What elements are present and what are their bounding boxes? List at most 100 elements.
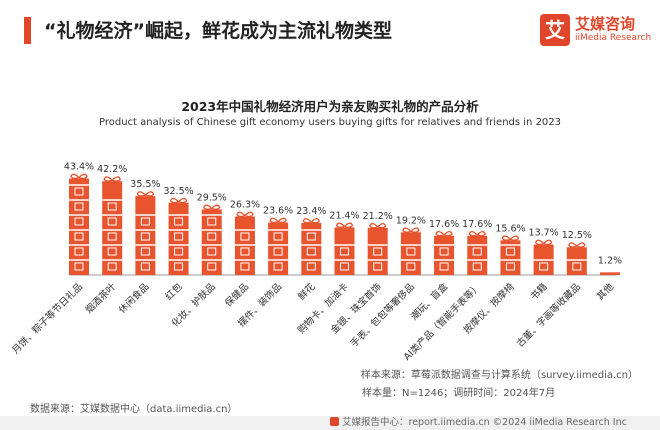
sample-source-note: 样本来源：草莓派数据调查与计算系统（survey.iimedia.cn） — [360, 370, 638, 381]
value-label: 21.2% — [363, 211, 393, 222]
gift-bow — [203, 204, 221, 210]
page-title: “礼物经济”崛起，鲜花成为主流礼物类型 — [44, 20, 392, 42]
footer-label: 艾媒报告中心：report.iimedia.cn ©2024 iiMedia R… — [342, 417, 627, 428]
bar-fill — [135, 196, 156, 275]
footer-logo-icon — [330, 417, 339, 426]
value-label: 43.4% — [64, 162, 94, 173]
bar-4 — [168, 197, 189, 275]
bar-10 — [367, 222, 388, 275]
gift-box-ribbon — [472, 247, 482, 256]
gift-bow — [534, 239, 553, 246]
gift-box-ribbon — [107, 232, 117, 241]
bar-fill — [201, 209, 222, 275]
bar-9 — [334, 222, 355, 275]
bar-fill — [600, 272, 620, 275]
chart-title: 2023年中国礼物经济用户为亲友购买礼物的产品分析 — [181, 99, 479, 114]
gift-box-ribbon — [273, 232, 283, 241]
bar-12 — [434, 230, 455, 275]
gift-box-ribbon — [240, 232, 250, 241]
sample-info-note: 样本量：N=1246；调研时间：2024年7月 — [362, 388, 556, 399]
gift-box-ribbon — [306, 232, 316, 241]
logo-name-en: iiMedia Research — [575, 33, 652, 43]
gift-box-ribbon — [539, 262, 549, 271]
bar-fill — [69, 178, 89, 275]
gift-box-ribbon — [273, 262, 283, 271]
gift-bow — [402, 227, 420, 233]
value-label: 42.2% — [97, 164, 127, 175]
bar-15 — [533, 239, 554, 275]
gift-box-ribbon — [406, 262, 416, 271]
value-label: 21.4% — [329, 210, 359, 221]
bar-11 — [400, 227, 421, 275]
value-label: 35.5% — [130, 179, 160, 190]
category-label: 手表、包包等奢侈品 — [348, 281, 417, 350]
gift-box-ribbon — [240, 247, 250, 256]
gift-box-ribbon — [74, 232, 84, 241]
bar-fill — [102, 181, 123, 275]
gift-box-ribbon — [140, 232, 150, 241]
gift-box-ribbon — [505, 262, 515, 271]
gift-box-ribbon — [373, 247, 383, 256]
bar-17 — [600, 272, 620, 275]
gift-box-ribbon — [207, 247, 217, 256]
bar-16 — [566, 242, 587, 275]
gift-bow — [103, 176, 121, 182]
value-label: 12.5% — [562, 230, 592, 241]
bar-5 — [201, 204, 222, 275]
gift-box-ribbon — [74, 202, 84, 211]
chart-subtitle: Product analysis of Chinese gift economy… — [98, 117, 562, 128]
category-label: 书籍 — [528, 281, 550, 303]
bar-fill — [566, 247, 587, 275]
bar-14 — [500, 235, 521, 275]
gift-box-ribbon — [174, 262, 184, 271]
bar-7 — [268, 217, 289, 275]
category-label: 月饼、粽子等节日礼品 — [9, 281, 85, 357]
gift-bow — [269, 217, 287, 224]
gift-box-ribbon — [207, 262, 217, 271]
gift-box-ribbon — [406, 247, 416, 256]
category-label: 烟酒茶叶 — [83, 280, 119, 316]
gift-box-ribbon — [174, 247, 184, 256]
gift-bow — [70, 173, 88, 180]
gift-box-ribbon — [107, 262, 117, 271]
bar-fill — [334, 227, 355, 275]
gift-box-ribbon — [306, 262, 316, 271]
gift-box-ribbon — [107, 247, 117, 256]
brand-logo: 艾 艾媒咨询 iiMedia Research — [540, 12, 652, 52]
gift-box-ribbon — [439, 247, 449, 256]
gift-box-ribbon — [340, 262, 349, 271]
bar-8 — [301, 218, 322, 275]
category-label: 其他 — [594, 280, 616, 302]
data-source-note: 数据来源：艾媒数据中心（data.iimedia.cn） — [30, 404, 238, 415]
bar-fill — [500, 240, 521, 275]
category-label: 休闲食品 — [116, 281, 151, 316]
gift-box-ribbon — [505, 247, 515, 256]
value-label: 23.4% — [296, 206, 326, 217]
gift-bow — [136, 191, 155, 197]
category-label: 保健品 — [222, 281, 251, 310]
value-label: 17.6% — [429, 219, 459, 230]
gift-box-ribbon — [140, 247, 150, 256]
gift-box-ribbon — [240, 262, 250, 271]
value-label: 23.6% — [263, 206, 293, 217]
value-label: 29.5% — [197, 192, 227, 203]
gift-box-ribbon — [107, 217, 117, 226]
gift-box-ribbon — [74, 217, 84, 226]
gift-box-ribbon — [74, 187, 84, 196]
category-label: 古董、字画等收藏品 — [514, 281, 583, 350]
gift-bow — [169, 197, 188, 204]
bar-3 — [135, 191, 156, 275]
gift-box-ribbon — [439, 262, 449, 271]
gift-bow — [568, 242, 586, 248]
value-label: 32.5% — [163, 186, 193, 197]
value-label: 13.7% — [529, 228, 559, 239]
footer-text: 艾媒报告中心：report.iimedia.cn ©2024 iiMedia R… — [330, 416, 627, 430]
gift-box-ribbon — [140, 262, 150, 271]
gift-box-ribbon — [373, 262, 383, 271]
logo-icon: 艾 — [540, 14, 570, 46]
gift-bow — [302, 218, 321, 224]
value-label: 17.6% — [462, 219, 492, 230]
value-label: 19.2% — [396, 215, 426, 226]
bar-2 — [102, 176, 123, 275]
